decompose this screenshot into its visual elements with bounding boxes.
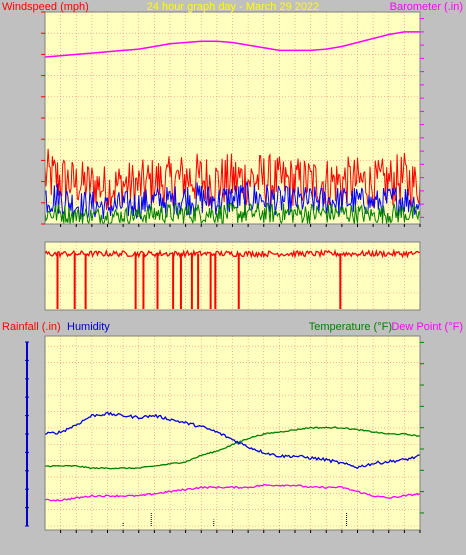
barometer-line (44, 31, 420, 58)
data-series (44, 248, 421, 310)
temperature-axis-label: Temperature (°F) (309, 321, 392, 333)
gridlines (45, 336, 421, 530)
dewpoint-line (44, 483, 421, 502)
avg-line (44, 202, 421, 226)
plot-border (44, 241, 421, 311)
humidity-tick-labels (25, 341, 29, 527)
wind-direction-panel (44, 241, 421, 311)
dewpoint-axis-label: Dew Point (°F) (391, 321, 463, 333)
x-tick-labels (60, 224, 421, 227)
wind-barometer-panel: Windspeed (mph) 24 hour graph day - Marc… (2, 1, 463, 227)
chart-title: 24 hour graph day - March 29 2022 (147, 1, 319, 13)
left-tick-labels (41, 11, 45, 225)
right-tick-labels (420, 18, 424, 218)
data-series (44, 31, 421, 226)
right-axis-label: Barometer (.in) (390, 1, 463, 13)
humidity-axis-label: Humidity (67, 321, 110, 333)
x-tick-labels (60, 530, 421, 533)
direction-line (44, 248, 421, 259)
humidity-line (44, 411, 421, 470)
left-axis-label: Windspeed (mph) (2, 1, 89, 13)
data-series (44, 411, 421, 526)
humidity-temperature-panel: Rainfall (.in) Humidity Temperature (°F)… (2, 321, 463, 533)
rainfall-axis-label: Rainfall (.in) (2, 321, 61, 333)
temperature-line (44, 426, 421, 470)
temperature-tick-labels (420, 341, 424, 514)
